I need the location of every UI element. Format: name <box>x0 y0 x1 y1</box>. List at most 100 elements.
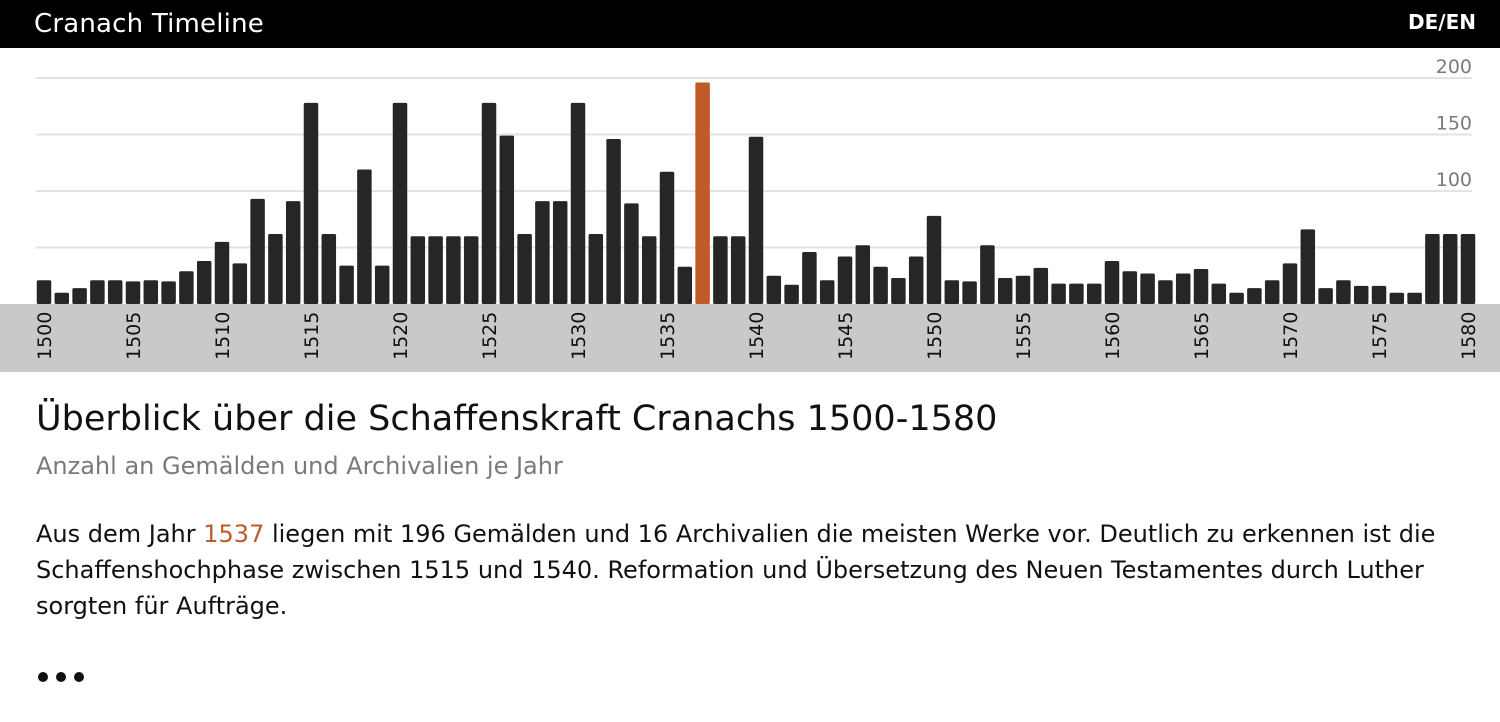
app-title: Cranach Timeline <box>34 9 264 39</box>
bar-1510[interactable] <box>214 241 230 304</box>
bar-1565[interactable] <box>1193 268 1209 304</box>
bar-1521[interactable] <box>410 236 426 304</box>
bar-1568[interactable] <box>1247 288 1262 304</box>
bar-1523[interactable] <box>446 236 461 304</box>
bar-1553[interactable] <box>980 245 995 304</box>
bar-1542[interactable] <box>784 284 799 304</box>
bar-1547[interactable] <box>873 266 888 304</box>
bar-1533[interactable] <box>624 203 639 304</box>
x-tick-label: 1530 <box>568 312 590 360</box>
bar-1552[interactable] <box>962 281 977 304</box>
bar-1561[interactable] <box>1122 271 1138 304</box>
bar-1551[interactable] <box>944 280 960 304</box>
bar-1579[interactable] <box>1442 233 1458 304</box>
bar-1580[interactable] <box>1460 233 1476 304</box>
bar-1528[interactable] <box>535 201 550 304</box>
bar-1559[interactable] <box>1086 283 1102 304</box>
bar-1578[interactable] <box>1425 233 1440 304</box>
bar-1560[interactable] <box>1104 261 1120 304</box>
dot <box>56 672 66 682</box>
bar-1563[interactable] <box>1158 280 1173 304</box>
bar-1562[interactable] <box>1140 273 1155 304</box>
bar-1501[interactable] <box>54 292 70 304</box>
bar-1503[interactable] <box>90 280 105 304</box>
more-dots-icon[interactable] <box>38 668 94 686</box>
bar-1575[interactable] <box>1371 285 1387 304</box>
bar-1570[interactable] <box>1282 263 1298 304</box>
bar-1506[interactable] <box>143 280 159 304</box>
bar-1541[interactable] <box>766 275 782 304</box>
bar-1522[interactable] <box>428 236 443 304</box>
bar-1558[interactable] <box>1069 283 1084 304</box>
bar-1549[interactable] <box>908 256 924 304</box>
x-tick-label: 1525 <box>479 312 501 360</box>
bar-1530[interactable] <box>570 102 586 304</box>
bar-1505[interactable] <box>125 281 141 304</box>
page-subheading: Anzahl an Gemälden und Archivalien je Ja… <box>36 452 563 480</box>
x-tick-label: 1570 <box>1280 312 1302 360</box>
bar-1527[interactable] <box>517 233 532 304</box>
bar-1534[interactable] <box>641 236 657 304</box>
bar-1576[interactable] <box>1389 292 1405 304</box>
bar-1526[interactable] <box>499 135 515 304</box>
bar-1514[interactable] <box>285 201 301 304</box>
x-tick-label: 1540 <box>746 312 768 360</box>
bar-1536[interactable] <box>677 266 693 304</box>
bar-1502[interactable] <box>72 288 87 304</box>
bar-1515[interactable] <box>303 102 319 304</box>
bar-1504[interactable] <box>107 280 123 304</box>
bar-1507[interactable] <box>161 281 176 304</box>
bar-1532[interactable] <box>606 139 621 304</box>
bar-1569[interactable] <box>1264 280 1280 304</box>
bar-1535[interactable] <box>659 171 675 304</box>
bar-1512[interactable] <box>250 198 265 304</box>
bar-1566[interactable] <box>1211 283 1227 304</box>
bar-1511[interactable] <box>232 263 248 304</box>
bar-highlight-1537[interactable] <box>695 82 710 304</box>
bar-1574[interactable] <box>1353 285 1369 304</box>
bar-1567[interactable] <box>1229 292 1244 304</box>
bar-1540[interactable] <box>748 136 764 304</box>
bar-1548[interactable] <box>891 278 906 304</box>
bar-1555[interactable] <box>1015 275 1031 304</box>
top-bar: Cranach Timeline DE/EN <box>0 0 1500 48</box>
bar-1573[interactable] <box>1336 280 1351 304</box>
bar-1538[interactable] <box>713 236 728 304</box>
bar-1564[interactable] <box>1175 273 1191 304</box>
bar-1531[interactable] <box>588 233 604 304</box>
bar-1500[interactable] <box>36 280 52 304</box>
dot <box>74 672 84 682</box>
language-switch[interactable]: DE/EN <box>1408 10 1476 34</box>
bar-1546[interactable] <box>855 245 871 304</box>
bar-1518[interactable] <box>357 169 372 304</box>
bar-1524[interactable] <box>463 236 479 304</box>
dot <box>38 672 48 682</box>
bar-1519[interactable] <box>374 265 390 304</box>
bar-1529[interactable] <box>552 201 568 304</box>
bar-1513[interactable] <box>268 233 283 304</box>
bar-1544[interactable] <box>819 280 835 304</box>
x-tick-label: 1505 <box>123 312 145 360</box>
bar-1509[interactable] <box>196 261 212 304</box>
bar-1516[interactable] <box>321 233 337 304</box>
bar-1571[interactable] <box>1300 229 1316 304</box>
y-tick-label: 200 <box>1436 56 1472 78</box>
bar-1550[interactable] <box>926 215 942 304</box>
description-text-end: liegen mit 196 Gemälden und 16 Archivali… <box>36 520 1436 620</box>
y-tick-label: 150 <box>1436 113 1472 135</box>
x-tick-label: 1550 <box>924 312 946 360</box>
bar-1520[interactable] <box>392 102 408 304</box>
bar-1539[interactable] <box>730 236 746 304</box>
bar-1554[interactable] <box>997 278 1013 304</box>
bar-1572[interactable] <box>1318 288 1333 304</box>
highlight-year-link[interactable]: 1537 <box>203 520 265 548</box>
bar-1556[interactable] <box>1033 267 1049 304</box>
bar-1543[interactable] <box>802 252 817 304</box>
bar-1557[interactable] <box>1051 283 1066 304</box>
bar-1508[interactable] <box>179 271 194 304</box>
bar-1517[interactable] <box>339 265 354 304</box>
x-tick-label: 1500 <box>34 312 56 360</box>
bar-1545[interactable] <box>837 256 853 304</box>
bar-1525[interactable] <box>481 102 497 304</box>
bar-1577[interactable] <box>1407 292 1422 304</box>
